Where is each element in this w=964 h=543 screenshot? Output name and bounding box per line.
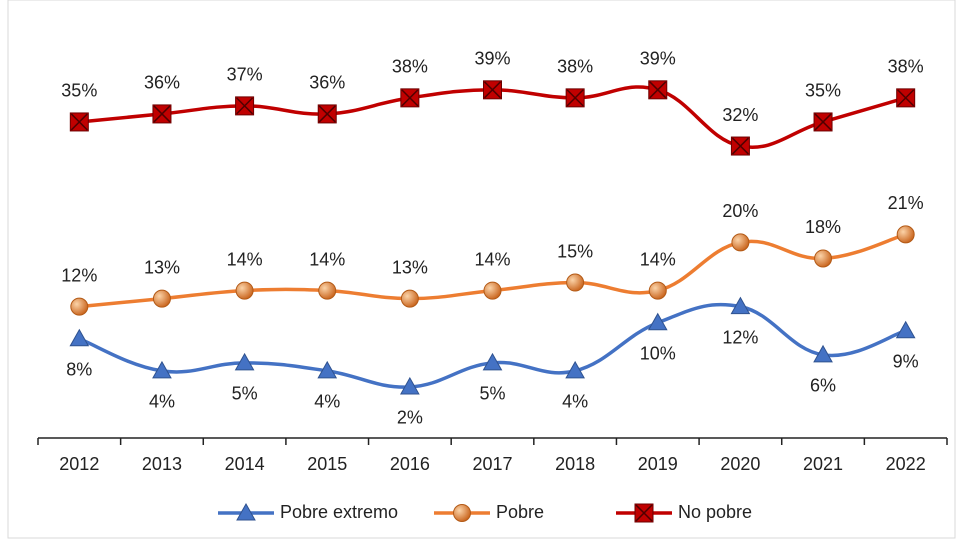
marker — [730, 136, 750, 156]
data-label: 6% — [810, 376, 836, 396]
data-label: 13% — [144, 257, 180, 277]
data-label: 37% — [227, 65, 263, 85]
data-label: 12% — [722, 327, 758, 347]
x-tick-label: 2020 — [720, 454, 760, 474]
data-label: 14% — [227, 249, 263, 269]
data-label: 38% — [888, 57, 924, 77]
legend-label: No pobre — [678, 502, 752, 522]
x-tick-label: 2022 — [886, 454, 926, 474]
marker — [235, 281, 254, 300]
marker-cross — [318, 105, 336, 123]
marker — [565, 88, 585, 108]
data-label: 21% — [888, 193, 924, 213]
marker — [482, 352, 503, 371]
data-label: 4% — [149, 392, 175, 412]
x-tick-label: 2013 — [142, 454, 182, 474]
data-label: 13% — [392, 257, 428, 277]
marker-cross — [814, 113, 832, 131]
marker — [648, 281, 667, 300]
data-label: 39% — [640, 49, 676, 69]
x-tick-label: 2015 — [307, 454, 347, 474]
data-label: 35% — [61, 81, 97, 101]
marker — [896, 225, 915, 244]
marker-cross — [566, 89, 584, 107]
marker — [483, 80, 502, 100]
marker — [317, 104, 337, 124]
data-label: 36% — [144, 73, 180, 93]
marker — [566, 273, 585, 292]
marker — [400, 88, 420, 108]
data-label: 9% — [893, 351, 919, 371]
x-tick-label: 2021 — [803, 454, 843, 474]
marker-cross — [897, 89, 915, 107]
data-label: 5% — [479, 384, 505, 404]
data-label: 38% — [392, 57, 428, 77]
data-label: 15% — [557, 241, 593, 261]
marker — [152, 289, 171, 308]
x-tick-label: 2012 — [59, 454, 99, 474]
marker-cross — [236, 97, 254, 115]
marker — [152, 104, 172, 124]
marker-cross — [401, 89, 419, 107]
marker — [648, 80, 668, 100]
marker-cross — [731, 137, 749, 155]
data-label: 5% — [232, 384, 258, 404]
data-label: 10% — [640, 343, 676, 363]
data-label: 14% — [640, 249, 676, 269]
data-label: 36% — [309, 73, 345, 93]
data-label: 8% — [66, 360, 92, 380]
data-label: 4% — [562, 392, 588, 412]
data-label: 4% — [314, 392, 340, 412]
x-tick-label: 2019 — [638, 454, 678, 474]
marker — [236, 502, 256, 521]
legend-label: Pobre extremo — [280, 502, 398, 522]
marker — [813, 112, 833, 132]
marker — [634, 503, 654, 523]
data-label: 39% — [474, 49, 510, 69]
x-tick-label: 2018 — [555, 454, 595, 474]
marker — [453, 504, 471, 522]
marker — [483, 281, 502, 300]
marker-cross — [153, 105, 171, 123]
data-label: 2% — [397, 408, 423, 428]
x-tick-label: 2014 — [225, 454, 265, 474]
marker — [814, 249, 833, 268]
marker — [70, 297, 89, 316]
data-label: 32% — [722, 105, 758, 125]
data-label: 35% — [805, 81, 841, 101]
marker — [400, 289, 419, 308]
marker — [647, 312, 668, 331]
marker — [318, 281, 337, 300]
data-label: 14% — [474, 249, 510, 269]
marker — [813, 344, 833, 363]
data-label: 12% — [61, 265, 97, 285]
marker-cross — [483, 81, 502, 99]
x-tick-label: 2017 — [472, 454, 512, 474]
marker — [317, 360, 338, 379]
marker — [234, 352, 255, 371]
marker — [730, 296, 751, 315]
legend-label: Pobre — [496, 502, 544, 522]
data-label: 18% — [805, 217, 841, 237]
marker — [69, 328, 90, 347]
marker — [895, 320, 916, 339]
data-label: 38% — [557, 57, 593, 77]
marker-cross — [649, 81, 667, 99]
marker — [565, 360, 585, 379]
marker — [896, 88, 916, 108]
marker — [152, 360, 172, 379]
data-label: 20% — [722, 201, 758, 221]
marker-cross — [70, 113, 88, 131]
data-label: 14% — [309, 249, 345, 269]
marker — [731, 233, 750, 252]
marker — [400, 376, 420, 395]
marker — [69, 112, 89, 132]
marker — [235, 96, 255, 116]
marker-cross — [635, 504, 653, 522]
x-tick-label: 2016 — [390, 454, 430, 474]
